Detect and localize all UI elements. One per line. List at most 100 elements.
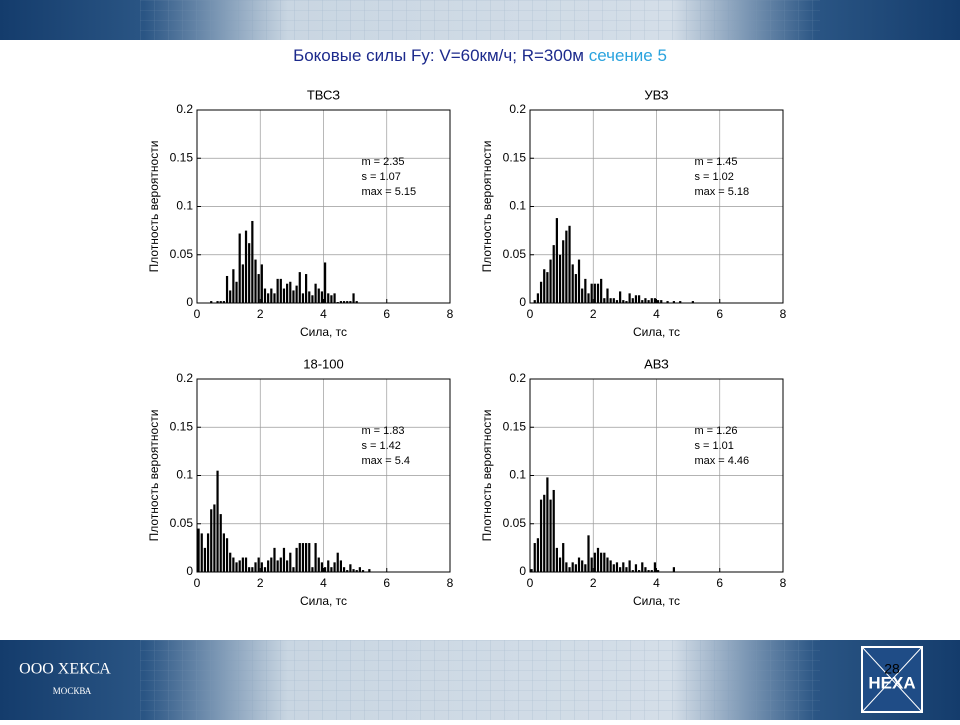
bar	[279, 278, 282, 303]
bar	[301, 543, 305, 572]
bar	[625, 301, 628, 303]
company-name: ООО ХЕКСА	[19, 661, 111, 678]
bar	[244, 230, 248, 303]
bar	[320, 562, 324, 572]
bar	[593, 552, 596, 572]
bar	[606, 557, 609, 572]
bar	[581, 560, 584, 572]
x-tick-label: 2	[590, 307, 597, 321]
bar	[571, 264, 574, 303]
bar	[603, 552, 606, 572]
bar	[644, 298, 647, 303]
bar	[596, 283, 600, 303]
y-axis-label: Плотность вероятности	[480, 141, 494, 273]
logo-lines	[861, 646, 923, 713]
y-tick-label: 0.05	[503, 247, 527, 261]
bar	[219, 514, 222, 572]
x-axis-label: Сила, тс	[300, 594, 347, 608]
x-tick-label: 4	[320, 307, 327, 321]
bar	[546, 477, 549, 572]
bar	[691, 301, 694, 303]
x-tick-label: 6	[716, 307, 723, 321]
bar	[210, 301, 213, 303]
slide-title-section: сечение 5	[589, 46, 667, 65]
bar	[555, 218, 558, 303]
bar	[276, 560, 279, 572]
bar	[213, 504, 216, 572]
bar	[361, 570, 365, 572]
bar	[323, 567, 327, 572]
x-tick-label: 8	[447, 576, 454, 590]
bar	[251, 220, 254, 303]
bar	[549, 499, 552, 572]
chart: 0 0.05 0.1 0.15 0.2 0 2 4 6 8 АВЗ Сила, тс Плотность…	[480, 356, 786, 608]
bar	[314, 543, 317, 572]
axes-frame	[529, 378, 784, 573]
bar	[327, 293, 330, 303]
bar	[593, 283, 596, 303]
y-tick-label: 0.05	[170, 247, 194, 261]
y-tick-label: 0.05	[503, 516, 527, 530]
y-axis-label: Плотность вероятности	[147, 141, 161, 273]
bar	[210, 509, 213, 572]
bar	[267, 560, 270, 572]
slide-title: Боковые силы Fy: V=60км/ч; R=300м сечени…	[293, 46, 667, 65]
bar	[368, 569, 371, 572]
axes-frame	[196, 109, 451, 304]
bar	[225, 538, 229, 572]
y-tick-label: 0.1	[176, 199, 193, 213]
bar	[631, 298, 634, 303]
bar	[587, 535, 590, 572]
x-tick-label: 4	[653, 307, 660, 321]
stat-annotation: s = 1.01	[694, 440, 733, 452]
x-tick-label: 0	[194, 576, 201, 590]
stat-annotation: m = 2.35	[361, 156, 404, 168]
bar	[625, 567, 628, 572]
bar	[248, 243, 251, 303]
bar	[308, 291, 311, 303]
bar	[552, 245, 555, 303]
bar	[600, 278, 603, 303]
bar	[596, 547, 600, 572]
x-tick-label: 8	[780, 307, 787, 321]
bar	[311, 295, 314, 303]
bar	[282, 288, 286, 303]
bar	[203, 547, 207, 572]
bar	[647, 570, 650, 572]
bar	[295, 547, 298, 572]
bar	[562, 240, 565, 303]
bar	[339, 560, 343, 572]
bar	[260, 264, 263, 303]
bar	[349, 301, 352, 303]
x-tick-label: 4	[320, 576, 327, 590]
bar	[286, 283, 289, 303]
bar	[634, 295, 638, 303]
company-city: МОСКВА	[53, 686, 92, 696]
bar	[536, 293, 540, 303]
bar	[574, 564, 577, 572]
bar	[539, 499, 543, 572]
stat-annotation: max = 5.18	[694, 186, 749, 198]
bar	[270, 288, 273, 303]
x-axis-label: Сила, тс	[633, 594, 680, 608]
bar	[232, 269, 235, 303]
y-tick-label: 0.1	[509, 468, 526, 482]
bar	[308, 543, 311, 572]
bar	[568, 567, 571, 572]
x-tick-label: 4	[653, 576, 660, 590]
bar	[568, 225, 571, 303]
bar	[270, 557, 273, 572]
bar	[552, 489, 555, 572]
bar	[222, 533, 225, 572]
bar	[355, 570, 358, 572]
bar	[232, 557, 235, 572]
bar	[584, 564, 587, 572]
bar	[565, 230, 568, 303]
bar	[235, 281, 238, 303]
bar	[647, 300, 650, 303]
chart: 0 0.05 0.1 0.15 0.2 0 2 4 6 8 ТВСЗ Сила, тс Плотност…	[147, 87, 453, 339]
y-tick-label: 0	[186, 295, 193, 309]
bar	[619, 567, 622, 572]
footer-mesh	[140, 640, 820, 720]
